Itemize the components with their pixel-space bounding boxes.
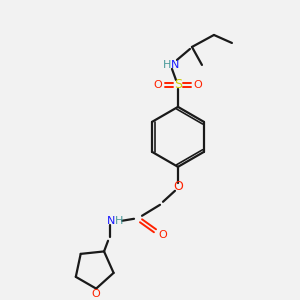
Text: N: N [171,60,179,70]
Text: O: O [173,180,183,193]
Text: O: O [159,230,167,240]
Text: H: H [163,60,171,70]
Text: O: O [92,289,100,298]
Text: H: H [115,216,123,226]
Text: S: S [174,78,182,92]
Text: O: O [194,80,202,90]
Text: O: O [154,80,162,90]
Text: N: N [107,216,115,226]
